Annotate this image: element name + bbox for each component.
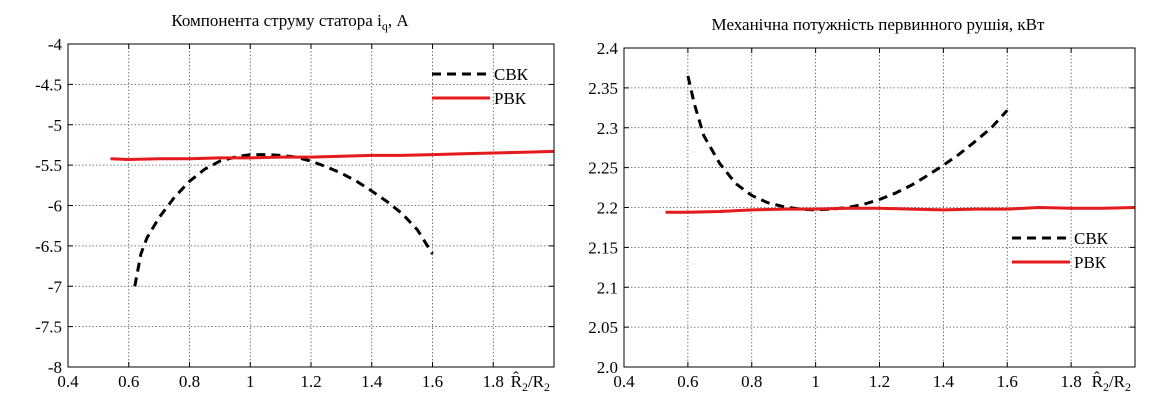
chart-title-main: Компонента струму статора i	[171, 11, 382, 30]
x-tick-label: 1.6	[997, 372, 1018, 391]
chart-title: Компонента струму статора iq, А	[171, 11, 409, 33]
x-tick-label: 0.4	[57, 372, 79, 391]
plot-frame	[67, 43, 555, 368]
chart-title: Механічна потужність первинного рушія, к…	[712, 15, 1045, 34]
y-tick-label: 2.4	[597, 39, 619, 58]
x-tick-label: 1.2	[869, 372, 890, 391]
chart-title-suffix: , А	[388, 11, 410, 30]
chart-2: 0.4 0.6 0.8 1 1.2 1.4 1.6 1.8 2.0 2.05 2.1 2.15 2.2 2…	[588, 15, 1136, 394]
y-tick-label: 2.1	[597, 278, 618, 297]
series-line-rvk	[110, 149, 554, 162]
x-tick-label: 1.4	[933, 372, 955, 391]
x-tick-label: 1.8	[483, 372, 504, 391]
y-tick-label: -5	[48, 116, 62, 135]
x-axis-label-mid: /R	[528, 372, 545, 391]
x-axis-label-subscript: 2	[1103, 380, 1109, 394]
legend: СВК РВК	[1012, 229, 1109, 272]
x-axis-label-subscript: 2	[544, 380, 550, 394]
x-tick-label: 1.6	[422, 372, 443, 391]
y-tick-label: -4	[48, 35, 63, 54]
y-tick-label: -6.5	[35, 237, 62, 256]
x-axis-label-subscript: 2	[1125, 380, 1131, 394]
y-tick-label: 2.2	[597, 199, 618, 218]
x-tick-label: 1.4	[361, 372, 383, 391]
series-line-rvk	[665, 205, 1135, 214]
y-tick-label: 2.0	[597, 358, 618, 377]
x-axis-label-mid: /R	[1109, 372, 1126, 391]
x-axis-label: R̂2/R2	[511, 372, 550, 394]
chart-title-subscript: q	[382, 19, 388, 33]
y-tick-label: -6	[48, 197, 62, 216]
y-tick-label: 2.05	[588, 318, 618, 337]
y-tick-label: -5.5	[35, 156, 62, 175]
legend-label-svk: СВК	[494, 65, 529, 84]
x-tick-label: 1	[246, 372, 255, 391]
y-tick-label: 2.25	[588, 159, 618, 178]
y-tick-label: 2.15	[588, 238, 618, 257]
x-tick-label: 0.6	[118, 372, 139, 391]
x-tick-label: 1.8	[1061, 372, 1082, 391]
x-axis-label-main: R̂	[1092, 372, 1104, 391]
x-axis-label: R̂2/R2	[1092, 372, 1131, 394]
legend: СВК РВК	[432, 65, 529, 108]
x-axis-label-subscript: 2	[522, 380, 528, 394]
legend-label-svk: СВК	[1074, 229, 1109, 248]
y-tick-label: -7.5	[35, 318, 62, 337]
y-tick-label: -8	[48, 358, 62, 377]
x-tick-label: 1.2	[300, 372, 321, 391]
y-tick-label: -4.5	[35, 75, 62, 94]
y-tick-label: 2.35	[588, 79, 618, 98]
legend-label-rvk: РВК	[1074, 253, 1107, 272]
y-tick-label: 2.3	[597, 119, 618, 138]
series-line-svk	[133, 153, 434, 287]
x-tick-label: 0.8	[179, 372, 200, 391]
chart-title-main: Механічна потужність первинного рушія, к…	[712, 15, 1045, 34]
legend-label-rvk: РВК	[494, 89, 527, 108]
y-tick-label: -7	[48, 277, 63, 296]
x-tick-label: 1	[811, 372, 820, 391]
chart-1: 0.4 0.6 0.8 1 1.2 1.4 1.6 1.8 -8 -7.5 -7 -6.5 -6 -5.5…	[35, 11, 555, 394]
x-tick-label: 0.6	[677, 372, 698, 391]
x-tick-label: 0.8	[741, 372, 762, 391]
plot-frame	[623, 47, 1136, 368]
x-tick-label: 0.4	[613, 372, 635, 391]
x-axis-label-main: R̂	[511, 372, 523, 391]
